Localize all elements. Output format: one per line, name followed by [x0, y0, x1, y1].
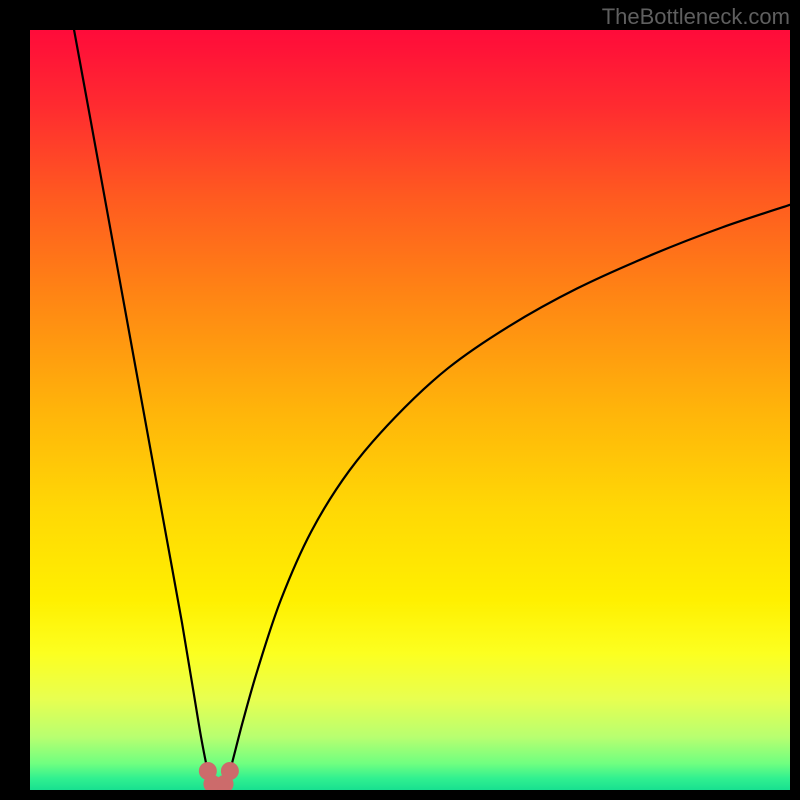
plot-svg [30, 30, 790, 790]
bottleneck-chart: TheBottleneck.com [0, 0, 800, 800]
watermark-text: TheBottleneck.com [602, 4, 790, 30]
plot-area [30, 30, 790, 790]
min-marker-dot [221, 762, 239, 780]
